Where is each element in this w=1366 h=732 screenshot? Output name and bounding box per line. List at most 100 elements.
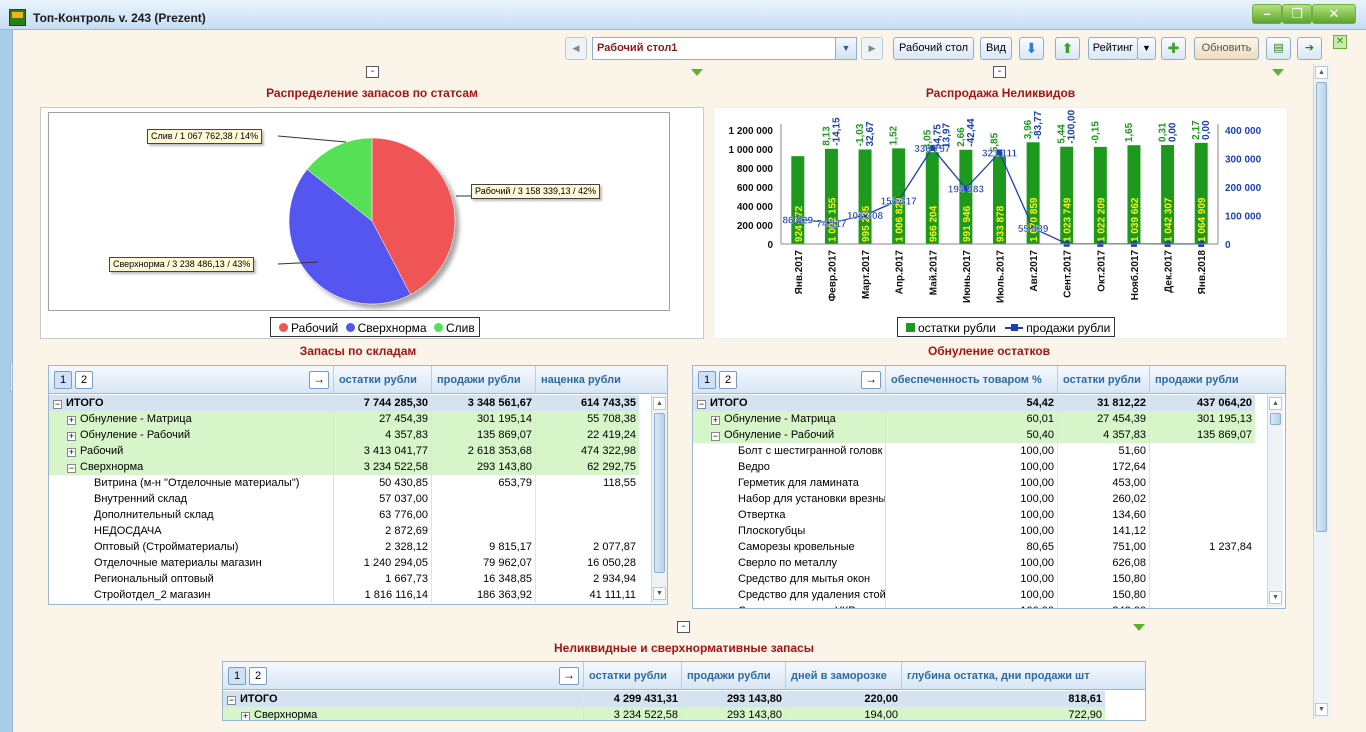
combo-bar[interactable] xyxy=(959,149,973,244)
column-header[interactable]: остатки рубли xyxy=(1057,366,1149,394)
chevron-down-icon[interactable]: ▼ xyxy=(835,38,856,59)
combo-bar[interactable] xyxy=(791,156,805,244)
combo-bar[interactable] xyxy=(1093,146,1107,244)
column-header[interactable]: остатки рубли xyxy=(583,662,681,690)
desktop-button[interactable]: Рабочий стол xyxy=(893,37,974,60)
arrow-up-icon[interactable]: ⬆ xyxy=(1055,37,1080,60)
scroll-thumb[interactable] xyxy=(654,413,665,573)
pie-slice-rabochiy[interactable] xyxy=(371,137,456,295)
page-button-1[interactable]: 1 xyxy=(698,371,716,389)
expand-icon[interactable]: + xyxy=(711,415,720,425)
combo-bar[interactable] xyxy=(824,148,838,244)
column-header[interactable]: наценка рубли xyxy=(535,366,639,394)
illiquid-collapse-button[interactable]: - xyxy=(677,621,690,633)
table-row[interactable]: Ведро 100,00 172,64 xyxy=(693,459,1255,475)
column-header[interactable]: обеспеченность товаром % xyxy=(885,366,1057,394)
page-button-1[interactable]: 1 xyxy=(228,667,246,685)
column-header[interactable]: продажи рубли xyxy=(431,366,535,394)
minimize-button[interactable]: – xyxy=(1252,4,1282,24)
scroll-up-icon[interactable]: ▲ xyxy=(1315,66,1328,79)
view-button[interactable]: Вид xyxy=(980,37,1012,60)
expand-columns-arrow-icon[interactable]: → xyxy=(309,371,329,389)
table-row[interactable]: Стеклоочиститель УКР 100,00342,00 xyxy=(693,603,1255,608)
collapse-icon[interactable]: − xyxy=(711,431,720,441)
column-header[interactable]: глубина остатка, дни продажи шт xyxy=(901,662,1105,690)
export-file-icon[interactable]: ➔ xyxy=(1297,37,1322,60)
collapse-icon[interactable]: − xyxy=(67,463,76,473)
combo-bar[interactable] xyxy=(1194,142,1208,244)
table-row[interactable]: Дополнительный склад 63 776,00 xyxy=(49,507,639,523)
expand-icon[interactable]: + xyxy=(241,711,250,721)
combo-bar[interactable] xyxy=(993,155,1006,244)
table-row[interactable]: Региональный оптовый 1 667,73 16 348,85 2 9… xyxy=(49,571,639,587)
table-row[interactable]: Отделочные материалы магазин 1 240 294,05… xyxy=(49,555,639,571)
combo-bar[interactable] xyxy=(1060,146,1074,244)
column-header[interactable]: продажи рубли xyxy=(1149,366,1255,394)
arrow-down-icon[interactable]: ⬇ xyxy=(1019,37,1044,60)
expand-icon[interactable]: + xyxy=(67,447,76,457)
combo-line-point[interactable] xyxy=(1030,225,1037,232)
table-row[interactable]: + Обнуление - Матрица 60,01 27 454,39 301 19… xyxy=(693,411,1255,427)
pie-slice-sliv[interactable] xyxy=(306,137,373,222)
collapse-icon[interactable]: − xyxy=(697,399,706,409)
scroll-thumb[interactable] xyxy=(1316,82,1327,532)
scroll-down-icon[interactable]: ▼ xyxy=(1269,591,1282,604)
table-row[interactable]: Средство для мытья окон 100,00 150,80 xyxy=(693,571,1255,587)
combo-bar[interactable] xyxy=(1026,142,1040,244)
scroll-thumb[interactable] xyxy=(1270,413,1281,425)
combo-line-point[interactable] xyxy=(794,216,801,223)
page-button-2[interactable]: 2 xyxy=(249,667,267,685)
expand-columns-arrow-icon[interactable]: → xyxy=(861,371,881,389)
table-row[interactable]: + Обнуление - Рабочий 4 357,83 135 869,07 22… xyxy=(49,427,639,443)
page-button-1[interactable]: 1 xyxy=(54,371,72,389)
combo-line-point[interactable] xyxy=(962,185,969,192)
workspace-select[interactable]: Рабочий стол1 ▼ xyxy=(592,37,857,60)
table-row[interactable]: Плоскогубцы 100,00 141,12 xyxy=(693,523,1255,539)
combo-bar[interactable] xyxy=(858,149,872,244)
pie-slice-sverhnorma[interactable] xyxy=(288,168,411,305)
grid-scrollbar[interactable]: ▲ ▼ xyxy=(651,395,667,603)
green-arrow-icon[interactable] xyxy=(691,69,703,76)
workspace-scrollbar[interactable]: ▲ ▼ xyxy=(1313,64,1329,719)
table-row[interactable]: Набор для установки врезны 100,00 260,02 xyxy=(693,491,1255,507)
table-row[interactable]: Болт с шестигранной головк 100,00 51,60 xyxy=(693,443,1255,459)
table-row[interactable]: − Обнуление - Рабочий 50,40 4 357,83 135 869… xyxy=(693,427,1255,443)
table-row[interactable]: Отвертка 100,00 134,60 xyxy=(693,507,1255,523)
scroll-down-icon[interactable]: ▼ xyxy=(653,587,666,600)
table-row[interactable]: Сверло по металлу 100,00 626,08 xyxy=(693,555,1255,571)
scroll-down-icon[interactable]: ▼ xyxy=(1315,703,1328,716)
next-workspace-button[interactable]: ▶ xyxy=(861,37,883,60)
table-row[interactable]: Внутренний склад 57 037,00 xyxy=(49,491,639,507)
column-header[interactable]: продажи рубли xyxy=(681,662,785,690)
combo-line-point[interactable] xyxy=(862,212,869,219)
maximize-button[interactable]: ❐ xyxy=(1282,4,1312,24)
table-row[interactable]: Оптовый (Стройматериалы) 2 328,12 9 815,17… xyxy=(49,539,639,555)
table-row[interactable]: НЕДОСДАЧА 2 872,69 xyxy=(49,523,639,539)
combo-line-point[interactable] xyxy=(996,149,1003,156)
page-button-2[interactable]: 2 xyxy=(719,371,737,389)
table-row[interactable]: + Рабочий 3 413 041,77 2 618 353,68 474 322,… xyxy=(49,443,639,459)
collapse-icon[interactable]: − xyxy=(53,399,62,409)
pie-collapse-button[interactable]: - xyxy=(366,66,379,78)
combo-bar[interactable] xyxy=(925,152,939,244)
scroll-up-icon[interactable]: ▲ xyxy=(653,397,666,410)
rating-button[interactable]: Рейтинг xyxy=(1088,37,1138,60)
table-total-row[interactable]: − ИТОГО 4 299 431,31 293 143,80 220,00 818,61 xyxy=(223,691,1105,707)
rating-dropdown-icon[interactable]: ▼ xyxy=(1137,37,1156,60)
green-arrow-icon[interactable] xyxy=(1133,624,1145,631)
combo-bar[interactable] xyxy=(892,148,906,244)
table-row[interactable]: + Сверхнорма 3 234 522,58 293 143,80 194,00 7… xyxy=(223,707,1105,721)
green-arrow-icon[interactable] xyxy=(1272,69,1284,76)
table-row[interactable]: − Сверхнорма 3 234 522,58 293 143,80 62 292,… xyxy=(49,459,639,475)
combo-line-point[interactable] xyxy=(828,219,835,226)
combo-collapse-button[interactable]: - xyxy=(993,66,1006,78)
table-row[interactable]: Витрина (м-н "Отделочные материалы") 50 4… xyxy=(49,475,639,491)
workspace-close-icon[interactable]: ✕ xyxy=(1333,35,1347,49)
combo-line-point[interactable] xyxy=(895,197,902,204)
table-row[interactable]: + Обнуление - Матрица 27 454,39 301 195,14 5… xyxy=(49,411,639,427)
refresh-button[interactable]: Обновить xyxy=(1194,37,1259,60)
table-row[interactable]: Саморезы кровельные 80,65 751,00 1 237,84 xyxy=(693,539,1255,555)
combo-bar[interactable] xyxy=(1127,145,1141,244)
prev-workspace-button[interactable]: ◀ xyxy=(565,37,587,60)
export-excel-icon[interactable]: ▤ xyxy=(1266,37,1291,60)
